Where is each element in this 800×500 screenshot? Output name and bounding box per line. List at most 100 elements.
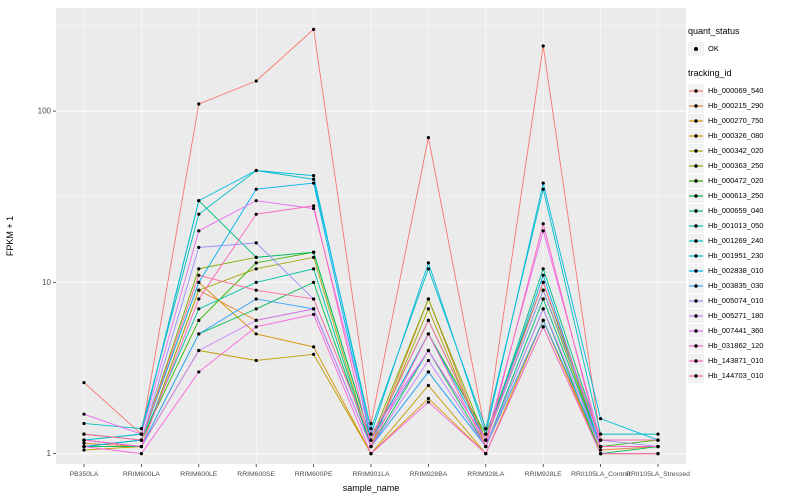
data-point — [197, 212, 201, 216]
data-point — [139, 444, 143, 449]
data-point — [599, 444, 603, 449]
data-point — [484, 444, 488, 449]
series-key-icon — [688, 98, 704, 113]
legend-item-Hb_001269_240: Hb_001269_240 — [688, 233, 800, 248]
data-point — [541, 229, 545, 233]
data-point — [197, 199, 201, 203]
data-point — [82, 444, 86, 449]
data-point — [82, 412, 86, 416]
data-point — [426, 318, 430, 322]
data-point — [541, 181, 545, 185]
data-point — [656, 432, 660, 436]
data-point — [82, 432, 86, 436]
legend-series-label: Hb_003835_030 — [708, 281, 764, 290]
series-key-icon — [688, 248, 704, 263]
data-point — [599, 438, 603, 442]
legend-item-Hb_031862_120: Hb_031862_120 — [688, 338, 800, 353]
legend-series-label: Hb_143871_010 — [708, 356, 764, 365]
data-point — [197, 307, 201, 311]
data-point — [541, 44, 545, 48]
data-point — [254, 168, 258, 173]
data-point — [312, 177, 316, 181]
legend-item-Hb_000363_250: Hb_000363_250 — [688, 158, 800, 173]
data-point — [541, 267, 545, 271]
legend-series-label: Hb_001951_230 — [708, 251, 764, 260]
data-point — [254, 297, 258, 301]
data-point — [541, 187, 545, 191]
legend-item-Hb_000342_020: Hb_000342_020 — [688, 143, 800, 158]
data-point — [312, 267, 316, 271]
data-point — [369, 452, 373, 456]
series-key-icon — [688, 128, 704, 143]
data-point — [541, 297, 545, 301]
data-point — [426, 383, 430, 388]
legend-series-label: Hb_000326_080 — [708, 131, 764, 140]
data-point — [484, 427, 488, 431]
x-tick-label: RRIM928BA — [410, 471, 448, 478]
data-point — [197, 102, 201, 106]
legend-title-tracking-id: tracking_id — [688, 68, 732, 78]
x-tick-label: RRII105LA_Control — [571, 471, 630, 478]
x-tick-label: RRIM600LE — [180, 471, 217, 478]
data-point — [484, 432, 488, 436]
series-key-icon — [688, 278, 704, 293]
legend-series-label: Hb_002838_010 — [708, 266, 764, 275]
data-point — [426, 332, 430, 336]
data-point — [254, 325, 258, 329]
legend-series-label: Hb_000613_250 — [708, 191, 764, 200]
data-point — [541, 288, 545, 292]
data-point — [656, 444, 660, 449]
data-point — [426, 307, 430, 311]
data-point — [541, 318, 545, 322]
legend-series-label: Hb_001013_050 — [708, 221, 764, 230]
x-tick-label: RRIM901LA — [352, 471, 389, 478]
legend-series-label: Hb_005074_010 — [708, 296, 764, 305]
legend-item-Hb_000215_290: Hb_000215_290 — [688, 98, 800, 113]
legend-item-Hb_000069_540: Hb_000069_540 — [688, 83, 800, 98]
data-point — [369, 427, 373, 431]
data-point — [139, 427, 143, 431]
data-point — [254, 187, 258, 191]
ok-point-icon — [688, 41, 704, 56]
data-point — [139, 438, 143, 442]
data-point — [197, 348, 201, 353]
data-point — [426, 297, 430, 301]
legend-item-Hb_000472_020: Hb_000472_020 — [688, 173, 800, 188]
data-point — [312, 297, 316, 301]
data-point — [312, 255, 316, 259]
data-point — [197, 297, 201, 301]
x-tick-label: RRIM600LA — [123, 471, 160, 478]
data-point — [312, 181, 316, 185]
x-tick-label: RRII105LA_Stressed — [626, 471, 690, 478]
data-point — [426, 261, 430, 265]
data-point — [197, 318, 201, 322]
data-point — [312, 280, 316, 284]
legend-item-Hb_007441_360: Hb_007441_360 — [688, 323, 800, 338]
series-key-icon — [688, 83, 704, 98]
data-point — [599, 448, 603, 452]
x-tick-label: RRIM928LA — [467, 471, 504, 478]
legend: quant_status OK tracking_id Hb_000069_54… — [688, 26, 800, 395]
legend-item-Hb_005074_010: Hb_005074_010 — [688, 293, 800, 308]
y-axis-title: FPKM + 1 — [5, 216, 15, 256]
legend-item-Hb_003835_030: Hb_003835_030 — [688, 278, 800, 293]
data-point — [254, 241, 258, 245]
data-point — [656, 452, 660, 456]
x-axis-title: sample_name — [343, 483, 400, 493]
series-key-icon — [688, 323, 704, 338]
plot-area: 1 10 100 PB350LA RRIM600LA RRIM600LE RRIM600SE… — [5, 8, 690, 493]
legend-item-Hb_001013_050: Hb_001013_050 — [688, 218, 800, 233]
data-point — [426, 348, 430, 353]
data-point — [197, 245, 201, 250]
data-point — [369, 432, 373, 436]
legend-item-Hb_001951_230: Hb_001951_230 — [688, 248, 800, 263]
data-point — [254, 307, 258, 311]
data-point — [82, 380, 86, 385]
data-point — [312, 27, 316, 31]
x-tick-label: RRIM600PE — [295, 471, 333, 478]
data-point — [312, 250, 316, 254]
legend-series-label: Hb_007441_360 — [708, 326, 764, 335]
legend-series-label: Hb_005271_180 — [708, 311, 764, 320]
legend-series-label: Hb_144703_010 — [708, 371, 764, 380]
data-point — [541, 325, 545, 329]
